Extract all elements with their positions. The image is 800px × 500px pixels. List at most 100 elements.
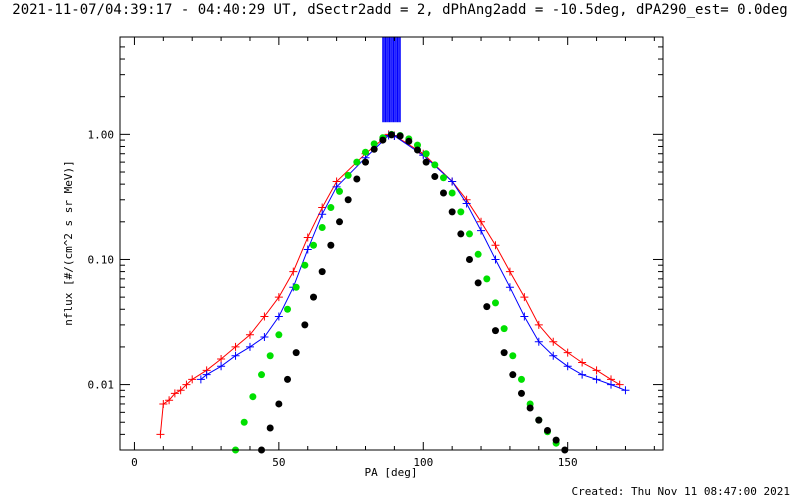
data-point <box>563 362 572 371</box>
data-point <box>534 337 543 346</box>
data-point <box>310 293 318 301</box>
data-point <box>310 241 318 249</box>
data-point <box>448 189 456 197</box>
data-point <box>159 399 168 408</box>
data-point <box>396 132 404 140</box>
data-point <box>457 208 465 216</box>
data-point <box>362 158 370 166</box>
created-timestamp: Created: Thu Nov 11 08:47:00 2021 <box>571 485 790 498</box>
data-point <box>231 342 240 351</box>
x-tick-label: 0 <box>131 456 138 469</box>
data-point <box>477 226 486 235</box>
vertical-band-layer <box>382 37 401 123</box>
data-point <box>231 351 240 360</box>
data-point <box>534 320 543 329</box>
series-red-sweeps <box>156 130 624 439</box>
data-point <box>370 140 378 148</box>
series-blue-sweeps <box>196 131 630 395</box>
data-point <box>413 141 421 149</box>
data-point <box>621 386 630 395</box>
data-point <box>491 241 500 250</box>
data-point <box>505 267 514 276</box>
data-point <box>289 267 298 276</box>
data-point <box>176 386 185 395</box>
plot-frame <box>119 36 664 451</box>
data-point <box>500 349 508 357</box>
data-point <box>303 233 312 242</box>
data-point <box>520 312 529 321</box>
data-point <box>165 396 174 405</box>
data-point <box>477 217 486 226</box>
data-point <box>275 400 283 408</box>
data-point <box>535 416 543 424</box>
data-point <box>284 305 292 313</box>
data-point <box>615 380 624 389</box>
data-point <box>439 174 447 182</box>
data-point <box>500 325 508 333</box>
data-point <box>422 158 430 166</box>
data-point <box>462 199 471 208</box>
data-point <box>370 145 378 153</box>
data-point <box>344 171 352 179</box>
data-point <box>509 352 517 360</box>
data-point <box>284 375 292 383</box>
data-point <box>292 283 300 291</box>
data-point <box>483 275 491 283</box>
data-point <box>563 348 572 357</box>
x-tick-label: 150 <box>558 456 578 469</box>
data-point <box>431 173 439 181</box>
data-point <box>202 370 211 379</box>
data-point <box>336 187 344 195</box>
y-tick-label: 1.00 <box>88 128 115 141</box>
data-point <box>491 327 499 335</box>
data-point <box>260 333 269 342</box>
data-point <box>217 362 226 371</box>
data-point <box>344 196 352 204</box>
data-point <box>549 351 558 360</box>
data-point <box>520 293 529 302</box>
data-point <box>405 137 413 145</box>
data-point <box>431 161 439 169</box>
x-tick-label: 50 <box>272 456 285 469</box>
data-point <box>266 352 274 360</box>
data-point <box>457 230 465 238</box>
data-point <box>509 371 517 379</box>
data-point <box>303 245 312 254</box>
data-point <box>266 424 274 432</box>
data-point <box>318 268 326 276</box>
data-point <box>301 261 309 269</box>
data-point <box>170 389 179 398</box>
data-point <box>353 175 361 183</box>
y-tick-label: 0.01 <box>88 379 115 392</box>
data-point <box>607 380 616 389</box>
data-point <box>474 279 482 287</box>
data-point <box>301 321 309 329</box>
data-point <box>517 389 525 397</box>
data-point <box>592 375 601 384</box>
data-point <box>439 189 447 197</box>
series-line <box>159 133 620 435</box>
chart-title: 2021-11-07/04:39:17 - 04:40:29 UT, dSect… <box>12 2 788 18</box>
data-point <box>245 342 254 351</box>
data-point <box>388 131 395 139</box>
data-point <box>182 380 191 389</box>
axes-layer: 0 50 100 150 0.01 0.10 1.00 <box>88 36 663 469</box>
x-tick-label: 100 <box>413 456 433 469</box>
data-point <box>379 136 387 144</box>
y-axis-title: nflux [#/(cm^2 s sr MeV)] <box>62 160 75 326</box>
data-point <box>258 371 266 379</box>
data-point <box>318 224 326 232</box>
data-point <box>448 208 456 216</box>
data-point <box>260 312 269 321</box>
data-point <box>517 375 525 383</box>
data-point <box>245 330 254 339</box>
data-point <box>483 303 491 311</box>
data-point <box>188 375 197 384</box>
data-point <box>578 358 587 367</box>
data-point <box>474 250 482 258</box>
data-point <box>491 299 499 307</box>
data-point <box>552 436 560 444</box>
data-point <box>292 349 300 357</box>
data-point <box>274 293 283 302</box>
